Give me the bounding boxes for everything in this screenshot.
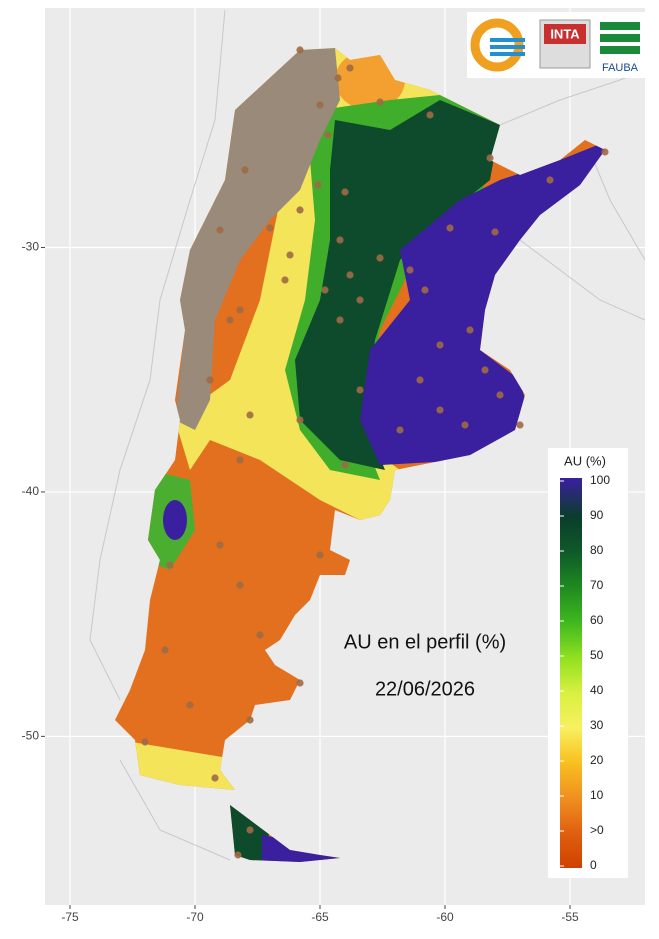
station-dot	[161, 646, 169, 654]
station-dot	[446, 224, 454, 232]
legend-title: AU (%)	[564, 453, 606, 468]
station-dot	[336, 236, 344, 244]
station-dot	[376, 254, 384, 262]
station-dot	[316, 101, 324, 109]
legend-label: 30	[590, 718, 604, 732]
station-dot	[296, 416, 304, 424]
legend-label: >0	[590, 823, 604, 837]
station-dot	[246, 716, 254, 724]
station-dot	[236, 456, 244, 464]
station-dot	[341, 188, 349, 196]
legend-label: 0	[590, 858, 597, 872]
legend-label: 80	[590, 543, 604, 557]
station-dot	[546, 176, 554, 184]
station-dot	[166, 561, 174, 569]
legend-label: 100	[590, 473, 610, 487]
station-dot	[321, 286, 329, 294]
station-dot	[236, 581, 244, 589]
station-dot	[241, 166, 249, 174]
station-dot	[356, 386, 364, 394]
legend-colorbar	[560, 478, 582, 868]
fauba-text: FAUBA	[602, 62, 639, 74]
station-dot	[356, 296, 364, 304]
stations	[141, 46, 609, 859]
station-dot	[481, 366, 489, 374]
station-dot	[396, 426, 404, 434]
station-dot	[376, 98, 384, 106]
fauba-mark	[600, 22, 640, 54]
inta-text: INTA	[550, 26, 580, 41]
logo-waves	[490, 38, 525, 56]
station-dot	[216, 541, 224, 549]
station-dot	[486, 154, 494, 162]
annotation-title: AU en el perfil (%)	[344, 631, 506, 653]
station-dot	[426, 111, 434, 119]
x-tick-label: -70	[186, 910, 204, 924]
legend-label: 70	[590, 578, 604, 592]
station-dot	[246, 411, 254, 419]
station-dot	[226, 316, 234, 324]
station-dot	[406, 266, 414, 274]
station-dot	[461, 421, 469, 429]
station-dot	[246, 826, 254, 834]
station-dot	[436, 341, 444, 349]
station-dot	[421, 286, 429, 294]
station-dot	[516, 421, 524, 429]
legend-labels: 100 90 80 70 60 50 40 30 20 10 >0 0	[560, 473, 610, 872]
station-dot	[496, 391, 504, 399]
station-dot	[466, 326, 474, 334]
legend-label: 10	[590, 788, 604, 802]
station-dot	[314, 181, 322, 189]
y-tick-label: -30	[22, 240, 40, 254]
annotation-date: 22/06/2026	[375, 678, 475, 700]
station-dot	[334, 74, 342, 82]
legend-label: 40	[590, 683, 604, 697]
x-tick-label: -75	[61, 910, 79, 924]
station-dot	[341, 461, 349, 469]
station-dot	[141, 738, 149, 746]
station-dot	[234, 851, 242, 859]
y-tick-label: -50	[22, 729, 40, 743]
station-dot	[601, 148, 609, 156]
station-dot	[324, 131, 332, 139]
legend-label: 90	[590, 508, 604, 522]
station-dot	[296, 46, 304, 54]
station-dot	[436, 406, 444, 414]
station-dot	[216, 226, 224, 234]
station-dot	[206, 376, 214, 384]
station-dot	[491, 228, 499, 236]
x-tick-label: -60	[436, 910, 454, 924]
legend-label: 60	[590, 613, 604, 627]
station-dot	[266, 224, 274, 232]
station-dot	[236, 306, 244, 314]
station-dot	[316, 551, 324, 559]
station-dot	[416, 376, 424, 384]
station-dot	[346, 271, 354, 279]
station-dot	[281, 276, 289, 284]
station-dot	[286, 251, 294, 259]
station-dot	[186, 701, 194, 709]
station-dot	[346, 64, 354, 72]
x-tick-label: -65	[311, 910, 329, 924]
station-dot	[256, 631, 264, 639]
inta-band	[544, 24, 586, 44]
y-tick-label: -40	[22, 484, 40, 498]
station-dot	[296, 679, 304, 687]
station-dot	[336, 316, 344, 324]
legend-label: 20	[590, 753, 604, 767]
station-dot	[296, 206, 304, 214]
x-tick-label: -55	[561, 910, 579, 924]
legend-label: 50	[590, 648, 604, 662]
station-dot	[211, 774, 219, 782]
